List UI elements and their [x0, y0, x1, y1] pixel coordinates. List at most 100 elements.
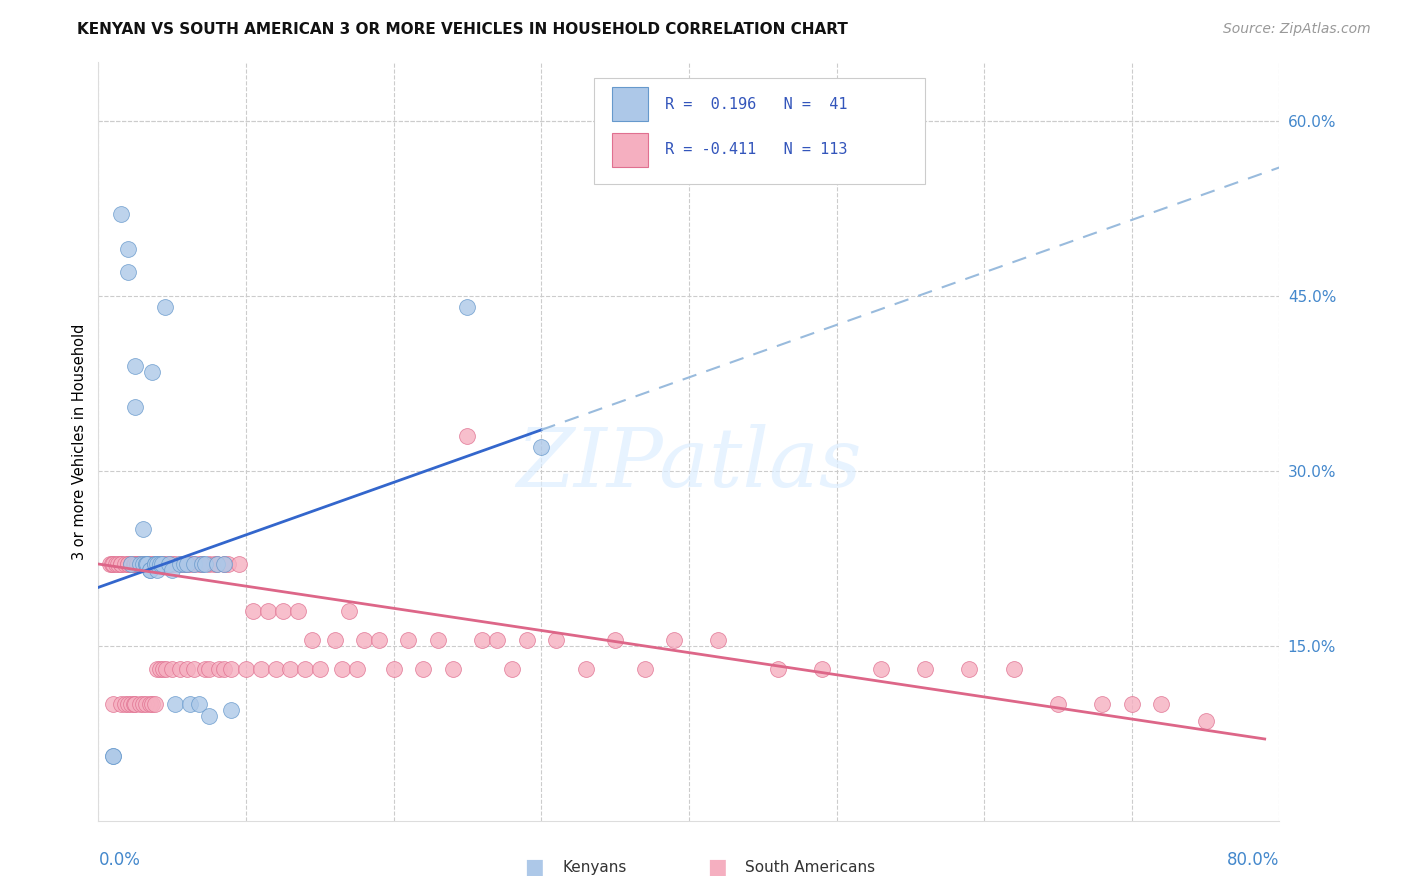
Point [870, 662, 893, 676]
Point [149, 557, 172, 571]
Text: 80.0%: 80.0% [1227, 851, 1279, 869]
Point [135, 557, 157, 571]
Point [217, 557, 239, 571]
Point [194, 662, 217, 676]
Point [664, 632, 686, 647]
Point [1121, 697, 1143, 711]
Point [103, 557, 125, 571]
Point [198, 708, 221, 723]
Point [162, 563, 183, 577]
Point [309, 662, 332, 676]
Point [575, 662, 598, 676]
Point [501, 662, 523, 676]
Point [516, 632, 538, 647]
Y-axis label: 3 or more Vehicles in Household: 3 or more Vehicles in Household [72, 324, 87, 559]
Point [110, 557, 132, 571]
Point [135, 697, 157, 711]
Point [162, 662, 183, 676]
Point [294, 662, 316, 676]
Point [208, 662, 231, 676]
Point [187, 557, 209, 571]
Point [157, 557, 180, 571]
Point [139, 563, 162, 577]
Point [179, 557, 201, 571]
Point [173, 557, 195, 571]
Point [132, 557, 155, 571]
Point [132, 697, 155, 711]
Point [149, 557, 172, 571]
Text: South Americans: South Americans [745, 860, 876, 874]
Point [143, 697, 166, 711]
Text: ■: ■ [524, 857, 544, 877]
Point [122, 557, 145, 571]
Point [103, 749, 125, 764]
Point [162, 557, 183, 571]
Point [530, 441, 553, 455]
Point [1091, 697, 1114, 711]
Point [132, 522, 155, 536]
Point [194, 557, 217, 571]
Point [98, 557, 121, 571]
Point [143, 557, 166, 571]
Point [103, 697, 125, 711]
Point [323, 632, 346, 647]
Point [176, 557, 198, 571]
Point [271, 604, 294, 618]
Point [212, 557, 235, 571]
Point [212, 557, 235, 571]
Point [339, 604, 361, 618]
Text: ZIPatlas: ZIPatlas [516, 425, 862, 504]
Point [165, 697, 187, 711]
Point [141, 557, 163, 571]
Point [152, 662, 174, 676]
Point [146, 563, 169, 577]
Point [330, 662, 353, 676]
Point [766, 662, 789, 676]
Point [280, 662, 302, 676]
Point [135, 557, 157, 571]
Point [221, 703, 243, 717]
Point [205, 557, 228, 571]
Point [143, 557, 166, 571]
Point [1150, 697, 1173, 711]
Point [264, 662, 287, 676]
Point [202, 557, 225, 571]
Point [114, 557, 136, 571]
Point [146, 662, 169, 676]
Point [124, 400, 146, 414]
Point [117, 697, 139, 711]
Point [707, 632, 730, 647]
Point [117, 557, 139, 571]
Text: R = -0.411   N = 113: R = -0.411 N = 113 [665, 142, 848, 157]
Point [1046, 697, 1070, 711]
Point [457, 301, 479, 315]
Point [139, 563, 162, 577]
Point [235, 662, 257, 676]
Point [132, 557, 155, 571]
Point [368, 632, 391, 647]
Point [398, 632, 420, 647]
Point [146, 557, 169, 571]
Point [141, 697, 163, 711]
Point [198, 662, 221, 676]
Text: ■: ■ [707, 857, 727, 877]
Point [155, 662, 177, 676]
Point [120, 557, 142, 571]
Text: KENYAN VS SOUTH AMERICAN 3 OR MORE VEHICLES IN HOUSEHOLD CORRELATION CHART: KENYAN VS SOUTH AMERICAN 3 OR MORE VEHIC… [77, 22, 848, 37]
Point [183, 557, 205, 571]
Point [136, 557, 159, 571]
Point [110, 557, 132, 571]
Point [183, 662, 205, 676]
Point [150, 557, 173, 571]
Text: R =  0.196   N =  41: R = 0.196 N = 41 [665, 96, 848, 112]
Point [114, 697, 136, 711]
Point [634, 662, 657, 676]
Point [124, 359, 146, 373]
Point [136, 557, 159, 571]
Point [457, 428, 479, 442]
Point [471, 632, 494, 647]
Point [124, 697, 146, 711]
Text: Kenyans: Kenyans [562, 860, 627, 874]
Point [100, 557, 122, 571]
Point [212, 662, 235, 676]
